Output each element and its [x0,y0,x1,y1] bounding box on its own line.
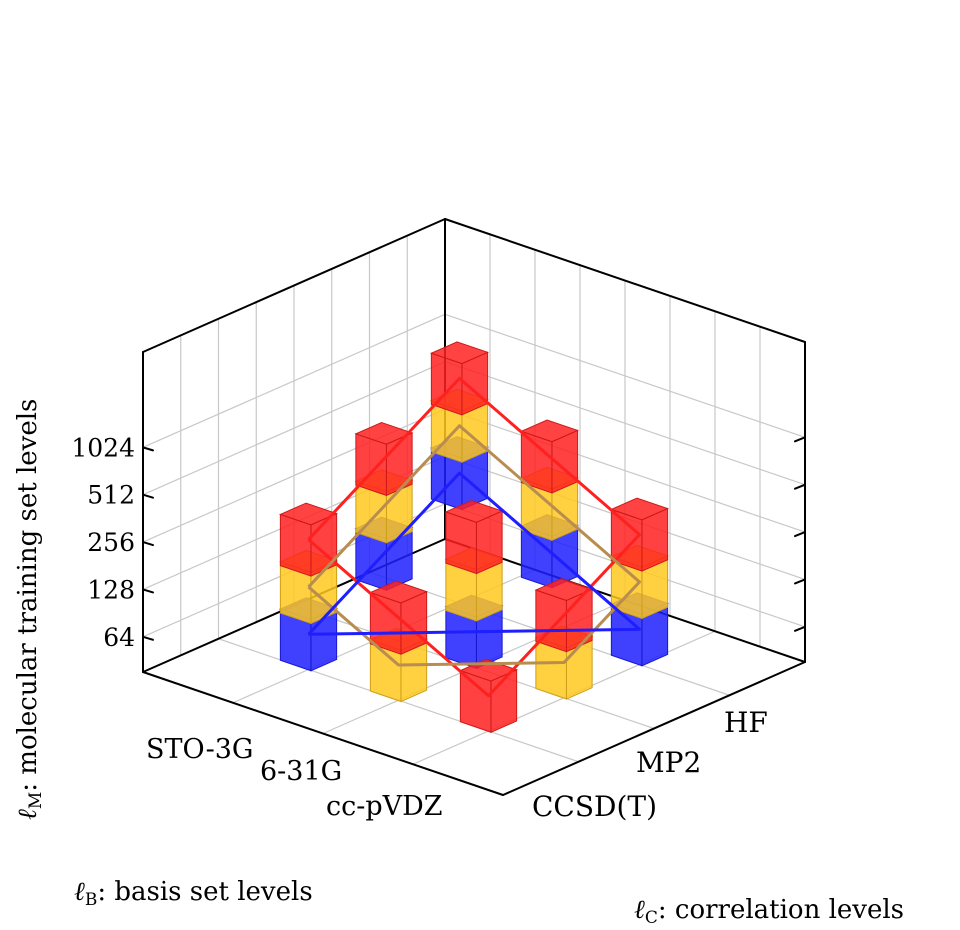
box-edge [142,671,504,796]
box-edge [444,218,806,343]
grid-line [444,408,806,533]
tick-mark [142,541,154,547]
cube-blue [609,592,670,667]
box-edge [502,661,806,796]
grid-line [142,313,446,448]
basis-tick-label: STO-3G [146,734,254,765]
molecular-tick-label: 512 [87,481,135,510]
grid-line [444,361,806,486]
tick-labels: 64 128 256 512 1024 STO-3G6-31G cc-pVDZ HF MP2 CC… [71,433,767,823]
molecular-tick-label: 128 [87,575,135,604]
cube-red [444,500,504,575]
tick-mark [794,531,806,538]
polyline-red [307,376,641,698]
tick-mark [794,625,806,632]
grid-line [444,313,806,438]
cube-red [368,580,429,655]
polyline-brown [307,424,641,667]
correlation-tick-label: CCSD(T) [532,790,657,823]
correlation-tick-label: HF [724,706,768,739]
tick-mark [794,578,806,585]
molecular-tick-label: 1024 [71,433,135,462]
cube-layer [278,341,670,734]
tick-mark [142,588,154,594]
basis-axis-label: ℓB: basis set levels [74,877,313,910]
axis-labels: ℓB: basis set levels ℓC: correlation lev… [13,399,904,928]
tick-mark [142,493,154,499]
molecular-tick-label: 64 [103,623,135,652]
correlation-tick-label: MP2 [636,746,701,779]
tick-mark [142,635,154,641]
grid-line [142,361,446,496]
tick-mark [142,446,154,452]
basis-tick-label: 6-31G [260,756,342,787]
tick-mark [794,483,806,490]
cube-red [609,497,670,572]
molecular-tick-label: 256 [87,528,135,557]
cube-red [519,419,580,494]
basis-tick-label: cc-pVDZ [326,791,443,822]
tick-mark [794,436,806,443]
molecular-axis-label: ℓM: molecular training set levels [13,399,46,820]
box-edge [142,218,446,353]
correlation-axis-label: ℓC: correlation levels [634,895,904,928]
polyline-layer [307,376,641,698]
polyline-blue [307,471,641,636]
